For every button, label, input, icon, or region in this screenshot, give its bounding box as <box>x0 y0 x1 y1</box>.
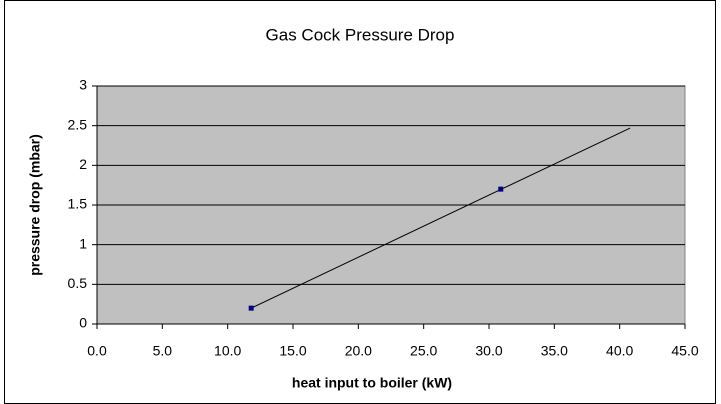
y-tick-label: 2.5 <box>68 116 88 132</box>
y-axis-title: pressure drop (mbar) <box>27 134 43 276</box>
x-tick-label: 30.0 <box>475 343 502 359</box>
x-tick-label: 15.0 <box>279 343 306 359</box>
trend-line <box>250 127 631 309</box>
x-tick-label: 45.0 <box>671 343 698 359</box>
y-tick-label: 2 <box>79 156 87 172</box>
x-tick-label: 40.0 <box>606 343 633 359</box>
point <box>248 305 254 311</box>
x-tick-label: 5.0 <box>153 343 173 359</box>
chart-title: Gas Cock Pressure Drop <box>266 25 455 44</box>
x-tick-label: 20.0 <box>345 343 372 359</box>
y-tick-label: 1 <box>79 235 87 251</box>
x-tick-label: 35.0 <box>541 343 568 359</box>
x-tick-label: 10.0 <box>214 343 241 359</box>
y-tick-label: 1.5 <box>68 196 88 212</box>
point <box>498 186 504 192</box>
x-axis-title: heat input to boiler (kW) <box>292 375 452 391</box>
y-tick-label: 0.5 <box>68 275 88 291</box>
y-tick-label: 0 <box>79 315 87 331</box>
x-tick-label: 25.0 <box>410 343 437 359</box>
y-tick-label: 3 <box>79 77 87 93</box>
x-tick-label: 0.0 <box>87 343 107 359</box>
